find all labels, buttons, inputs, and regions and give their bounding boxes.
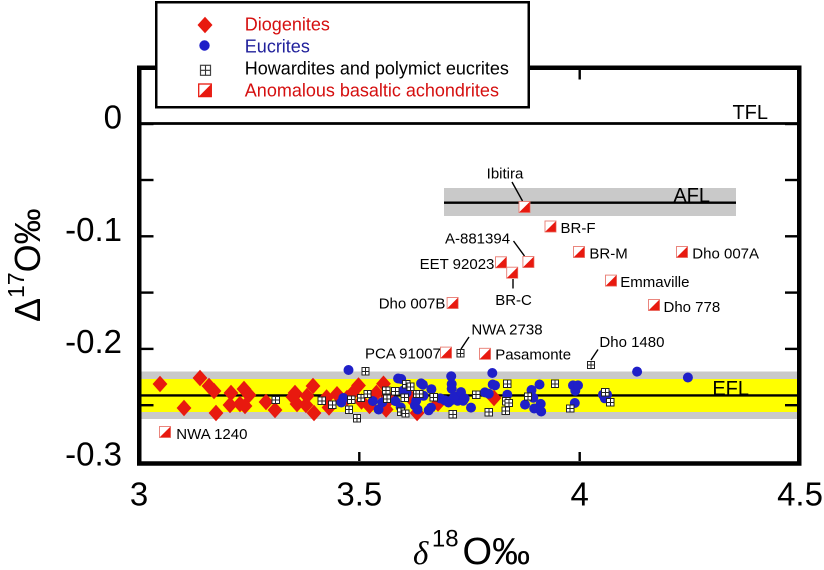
svg-text:PCA 91007: PCA 91007 xyxy=(365,346,441,363)
svg-text:3.5: 3.5 xyxy=(336,476,382,513)
svg-text:AFL: AFL xyxy=(673,185,710,207)
svg-text:0: 0 xyxy=(104,99,122,136)
svg-text:Eucrites: Eucrites xyxy=(245,37,310,57)
svg-text:BR-M: BR-M xyxy=(589,246,627,263)
svg-text:A-881394: A-881394 xyxy=(445,231,510,248)
svg-text:TFL: TFL xyxy=(732,102,768,124)
svg-text:3: 3 xyxy=(130,476,148,513)
svg-text:BR-F: BR-F xyxy=(561,220,596,237)
svg-text:Dho 007A: Dho 007A xyxy=(692,246,759,263)
svg-text:4.5: 4.5 xyxy=(777,476,823,513)
svg-text:EET 92023: EET 92023 xyxy=(420,256,495,273)
svg-text:-0.3: -0.3 xyxy=(65,435,122,472)
svg-text:Diogenites: Diogenites xyxy=(245,15,330,35)
svg-text:-0.2: -0.2 xyxy=(65,323,122,360)
svg-text:Δ17O‰: Δ17O‰ xyxy=(3,208,48,322)
svg-text:4: 4 xyxy=(571,476,589,513)
svg-text:Dho 007B: Dho 007B xyxy=(379,296,446,313)
svg-text:Anomalous basaltic achondrites: Anomalous basaltic achondrites xyxy=(245,81,499,101)
svg-text:Ibitira: Ibitira xyxy=(487,166,524,183)
svg-text:NWA 2738: NWA 2738 xyxy=(471,322,542,339)
svg-text:Dho 778: Dho 778 xyxy=(664,299,721,316)
svg-text:Emmaville: Emmaville xyxy=(620,274,689,291)
svg-text:BR-C: BR-C xyxy=(495,292,532,309)
svg-text:EFL: EFL xyxy=(712,378,749,400)
svg-text:Dho 1480: Dho 1480 xyxy=(599,334,664,351)
svg-text:Pasamonte: Pasamonte xyxy=(495,347,571,364)
svg-text:-0.1: -0.1 xyxy=(65,211,122,248)
svg-text:NWA 1240: NWA 1240 xyxy=(176,426,247,443)
svg-text:Howardites and polymict eucrit: Howardites and polymict eucrites xyxy=(245,59,509,79)
